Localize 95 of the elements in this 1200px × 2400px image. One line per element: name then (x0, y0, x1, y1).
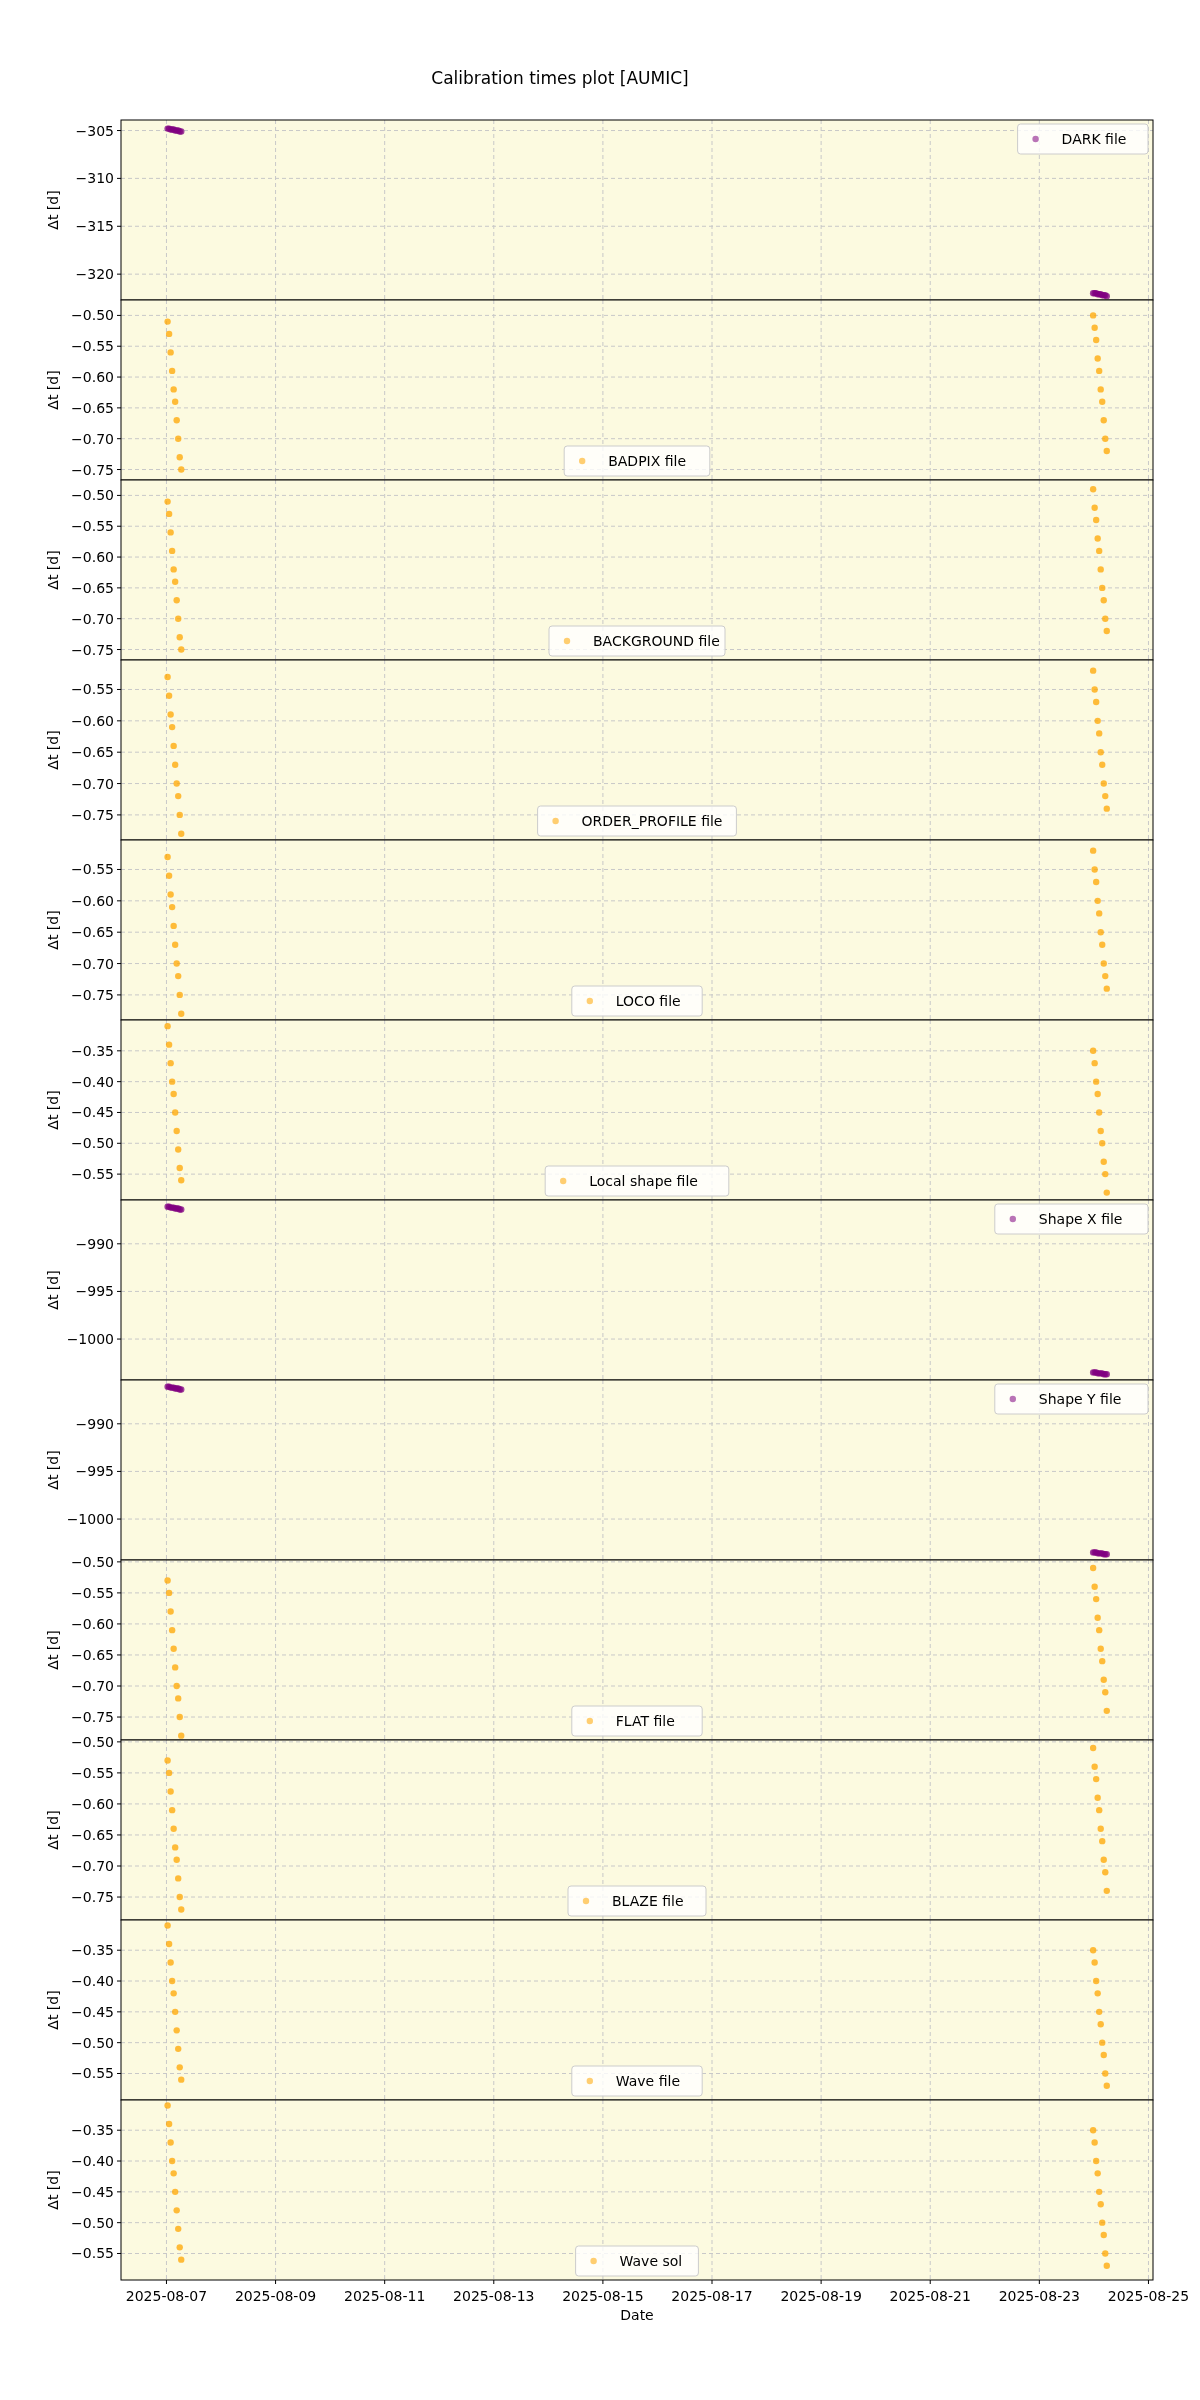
y-tick-label: −990 (75, 1415, 114, 1432)
y-axis-title: Δt [d] (45, 730, 61, 770)
y-tick-label: −0.60 (71, 1795, 114, 1812)
x-tick-label: 2025-08-21 (889, 2288, 971, 2304)
x-tick-label: 2025-08-17 (671, 2288, 753, 2304)
x-tick-label: 2025-08-11 (344, 2288, 426, 2304)
y-tick-label: −0.70 (71, 1678, 114, 1694)
y-tick-label: −1000 (66, 1511, 114, 1528)
y-tick-label: −0.50 (71, 1135, 114, 1152)
y-tick-label: −0.75 (71, 461, 114, 478)
y-tick-label: −0.65 (71, 1646, 114, 1663)
x-tick-label: 2025-08-25 (1107, 2288, 1190, 2304)
y-tick-label: −0.40 (71, 2153, 114, 2170)
y-tick-label: −0.60 (71, 369, 114, 386)
y-tick-label: −0.45 (71, 1104, 114, 1121)
y-axis-title: Δt [d] (45, 1450, 61, 1490)
chart-title: Calibration times plot [AUMIC] (431, 68, 689, 88)
legend-label: DARK file (1061, 131, 1127, 147)
y-tick-label: −1000 (66, 1331, 114, 1348)
y-axis-title: Δt [d] (45, 1990, 61, 2030)
y-tick-label: −0.60 (71, 549, 114, 566)
y-axis-title: Δt [d] (45, 370, 61, 410)
y-tick-label: −0.45 (71, 2183, 114, 2200)
legend-label: Shape Y file (1038, 1391, 1122, 1407)
legend-label: Wave sol (619, 2253, 683, 2269)
y-tick-label: −0.65 (71, 924, 114, 941)
y-tick-label: −0.65 (71, 579, 114, 596)
legend-label: BADPIX file (608, 453, 687, 469)
y-tick-label: −0.65 (71, 1826, 114, 1843)
y-tick-label: −0.55 (71, 1584, 114, 1601)
y-axis-title: Δt [d] (45, 190, 61, 230)
y-tick-label: −0.35 (71, 2122, 114, 2139)
y-axis-title: Δt [d] (45, 2170, 61, 2210)
y-tick-label: −990 (75, 1235, 114, 1252)
y-tick-label: −0.65 (71, 399, 114, 416)
y-axis-title: Δt [d] (45, 1630, 61, 1670)
y-tick-label: −0.70 (71, 610, 114, 627)
x-axis-title: Date (620, 2307, 654, 2323)
y-tick-label: −0.55 (71, 518, 114, 535)
y-tick-label: −0.60 (71, 712, 114, 729)
y-tick-label: −315 (75, 218, 114, 235)
y-axis-title: Δt [d] (45, 1090, 61, 1130)
y-tick-label: −320 (75, 266, 114, 283)
y-axis-title: Δt [d] (45, 1270, 61, 1310)
y-tick-label: −0.45 (71, 2003, 114, 2020)
y-tick-label: −0.55 (71, 1166, 114, 1183)
y-tick-label: −0.35 (71, 1042, 114, 1059)
y-tick-label: −0.75 (71, 806, 114, 823)
y-tick-label: −0.70 (71, 1858, 114, 1874)
y-tick-label: −0.55 (71, 338, 114, 355)
y-tick-label: −0.50 (71, 1733, 114, 1750)
y-tick-label: −0.60 (71, 892, 114, 909)
y-tick-label: −0.70 (71, 775, 114, 792)
y-tick-label: −0.50 (71, 307, 114, 324)
y-tick-label: −310 (75, 170, 114, 187)
legend-label: FLAT file (615, 1713, 675, 1729)
y-axis-title: Δt [d] (45, 910, 61, 950)
y-tick-label: −305 (75, 122, 114, 139)
x-tick-label: 2025-08-13 (453, 2288, 535, 2304)
y-tick-label: −0.55 (71, 681, 114, 698)
legend-label: Shape X file (1038, 1211, 1123, 1227)
y-tick-label: −0.50 (71, 487, 114, 504)
y-tick-label: −0.55 (71, 1764, 114, 1781)
y-tick-label: −0.40 (71, 1973, 114, 1990)
y-axis-title: Δt [d] (45, 1810, 61, 1850)
y-tick-label: −0.70 (71, 955, 114, 972)
y-tick-label: −0.75 (71, 1889, 114, 1906)
y-tick-label: −0.70 (71, 430, 114, 447)
y-tick-label: −0.75 (71, 986, 114, 1003)
x-tick-label: 2025-08-15 (562, 2288, 644, 2304)
y-tick-label: −0.50 (71, 2034, 114, 2051)
y-axis-title: Δt [d] (45, 550, 61, 590)
y-tick-label: −0.55 (71, 2245, 114, 2262)
y-tick-label: −0.50 (71, 1553, 114, 1570)
y-tick-label: −0.35 (71, 1942, 114, 1959)
y-tick-label: −0.50 (71, 2214, 114, 2231)
legend-label: BACKGROUND file (593, 633, 720, 649)
y-tick-label: −995 (75, 1283, 114, 1300)
x-tick-label: 2025-08-09 (234, 2288, 317, 2304)
legend-label: Local shape file (589, 1173, 698, 1189)
y-tick-label: −0.65 (71, 744, 114, 761)
legend-label: Wave file (615, 2073, 680, 2089)
y-tick-label: −0.40 (71, 1073, 114, 1090)
y-tick-label: −0.75 (71, 1709, 114, 1726)
legend-label: BLAZE file (612, 1893, 684, 1909)
y-tick-label: −0.60 (71, 1615, 114, 1632)
y-tick-label: −0.55 (71, 2065, 114, 2082)
x-tick-label: 2025-08-19 (780, 2288, 862, 2304)
legend-label: LOCO file (615, 993, 681, 1009)
y-tick-label: −995 (75, 1463, 114, 1480)
y-tick-label: −0.55 (71, 861, 114, 878)
x-tick-label: 2025-08-07 (125, 2288, 208, 2304)
x-tick-label: 2025-08-23 (998, 2288, 1081, 2304)
legend-label: ORDER_PROFILE file (581, 813, 723, 829)
y-tick-label: −0.75 (71, 641, 114, 658)
